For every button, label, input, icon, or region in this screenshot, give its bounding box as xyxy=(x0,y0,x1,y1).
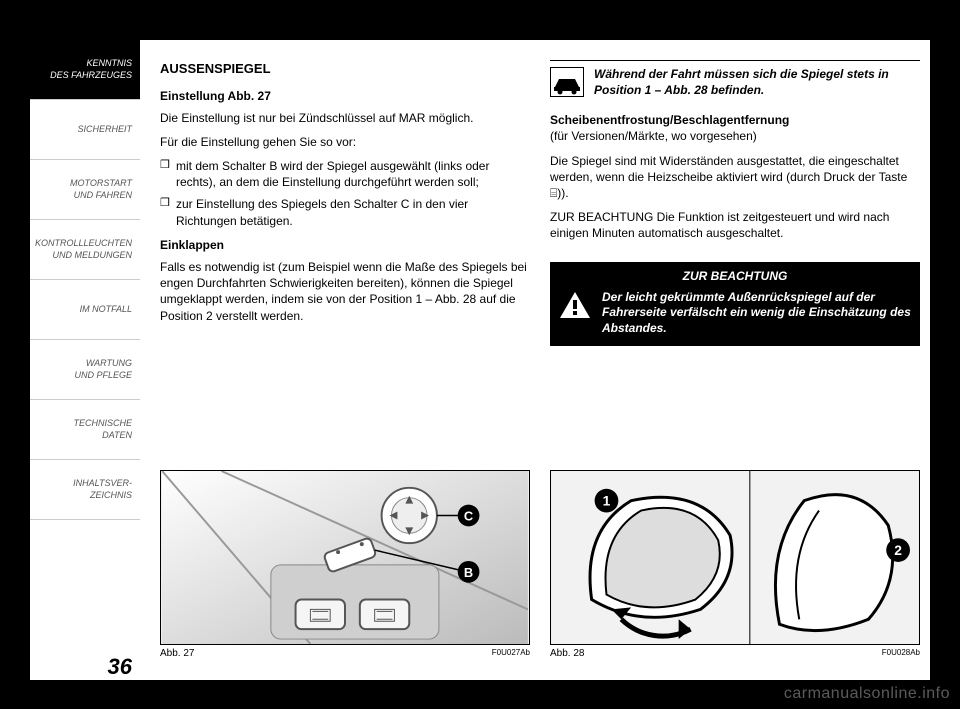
callout-c: C xyxy=(464,508,473,523)
instruction-list: mit dem Schalter B wird der Spiegel ausg… xyxy=(160,158,530,229)
text-p1: Die Einstellung ist nur bei Zündschlüsse… xyxy=(160,110,530,126)
sidebar-item-technische[interactable]: TECHNISCHE DATEN xyxy=(30,400,140,460)
heading-einstellung: Einstellung Abb. 27 xyxy=(160,88,530,104)
heading-aussenspiegel: AUSSENSPIEGEL xyxy=(160,60,530,78)
document-page: KENNTNIS DES FAHRZEUGES SICHERHEIT MOTOR… xyxy=(30,40,930,680)
heading-scheiben: Scheibenentfrostung/Beschlagentfernung(f… xyxy=(550,112,920,144)
heading-einklappen: Einklappen xyxy=(160,237,530,253)
watermark: carmanualsonline.info xyxy=(784,685,950,703)
note-box: Während der Fahrt müssen sich die Spiege… xyxy=(550,60,920,98)
note-text: Während der Fahrt müssen sich die Spiege… xyxy=(594,67,920,98)
sidebar-item-wartung[interactable]: WARTUNG UND PFLEGE xyxy=(30,340,140,400)
figure-27: C B xyxy=(160,470,530,645)
sidebar-item-notfall[interactable]: IM NOTFALL xyxy=(30,280,140,340)
fig27-label: Abb. 27 xyxy=(160,648,194,659)
fig27-code: F0U027Ab xyxy=(492,648,530,657)
figure-28: 1 2 xyxy=(550,470,920,645)
car-icon xyxy=(550,67,584,97)
callout-2: 2 xyxy=(894,542,902,558)
warning-box: ZUR BEACHTUNG Der leicht gekrümmte Außen… xyxy=(550,262,920,347)
warning-title: ZUR BEACHTUNG xyxy=(558,268,912,284)
sidebar-nav: KENNTNIS DES FAHRZEUGES SICHERHEIT MOTOR… xyxy=(30,40,140,680)
figure-28-caption: Abb. 28 F0U028Ab xyxy=(550,648,920,659)
warning-text: Der leicht gekrümmte Außenrückspiegel au… xyxy=(602,290,912,337)
text-p2: Für die Einstellung gehen Sie so vor: xyxy=(160,134,530,150)
sidebar-item-motorstart[interactable]: MOTORSTART UND FAHREN xyxy=(30,160,140,220)
page-number: 36 xyxy=(30,654,140,680)
left-column: AUSSENSPIEGEL Einstellung Abb. 27 Die Ei… xyxy=(160,60,530,332)
text-p3: Falls es notwendig ist (zum Beispiel wen… xyxy=(160,259,530,324)
sidebar-item-kontroll[interactable]: KONTROLLLEUCHTEN UND MELDUNGEN xyxy=(30,220,140,280)
callout-1: 1 xyxy=(603,493,611,509)
figure-27-caption: Abb. 27 F0U027Ab xyxy=(160,648,530,659)
list-item: mit dem Schalter B wird der Spiegel ausg… xyxy=(160,158,530,190)
text-r2: ZUR BEACHTUNG Die Funktion ist zeitgeste… xyxy=(550,209,920,241)
fig28-code: F0U028Ab xyxy=(882,648,920,657)
fig28-label: Abb. 28 xyxy=(550,648,584,659)
right-column: Während der Fahrt müssen sich die Spiege… xyxy=(550,60,920,346)
text-r1: Die Spiegel sind mit Widerständen ausges… xyxy=(550,153,920,202)
sidebar-item-sicherheit[interactable]: SICHERHEIT xyxy=(30,100,140,160)
warning-icon xyxy=(558,290,592,320)
sidebar-item-inhalt[interactable]: INHALTSVER- ZEICHNIS xyxy=(30,460,140,520)
list-item: zur Einstellung des Spiegels den Schalte… xyxy=(160,196,530,228)
callout-b: B xyxy=(464,565,473,580)
sidebar-item-kenntnis[interactable]: KENNTNIS DES FAHRZEUGES xyxy=(30,40,140,100)
